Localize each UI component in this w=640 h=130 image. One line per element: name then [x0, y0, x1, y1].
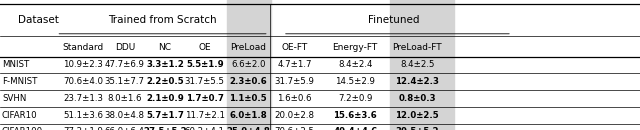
Text: 8.4±2.5: 8.4±2.5 [400, 60, 435, 69]
Text: Dataset: Dataset [18, 15, 59, 25]
Text: 7.2±0.9: 7.2±0.9 [338, 94, 372, 103]
Text: 3.3±1.2: 3.3±1.2 [146, 60, 184, 69]
Text: 14.5±2.9: 14.5±2.9 [335, 77, 375, 86]
Text: 15.6±3.6: 15.6±3.6 [333, 110, 377, 120]
Text: CIFAR10: CIFAR10 [2, 110, 38, 120]
Text: 20.0±2.8: 20.0±2.8 [275, 110, 314, 120]
Text: 4.7±1.7: 4.7±1.7 [277, 60, 312, 69]
Text: PreLoad: PreLoad [230, 43, 266, 52]
Text: OE-FT: OE-FT [281, 43, 308, 52]
Text: 23.7±1.3: 23.7±1.3 [63, 94, 103, 103]
Text: CIFAR100: CIFAR100 [2, 127, 43, 130]
Text: 49.4±4.6: 49.4±4.6 [333, 127, 378, 130]
Text: OE: OE [198, 43, 211, 52]
Text: 1.1±0.5: 1.1±0.5 [230, 94, 267, 103]
Text: 2.3±0.6: 2.3±0.6 [230, 77, 267, 86]
Text: 5.7±1.7: 5.7±1.7 [146, 110, 184, 120]
Text: Finetuned: Finetuned [369, 15, 420, 25]
Text: 1.7±0.7: 1.7±0.7 [186, 94, 224, 103]
Text: 35.1±7.7: 35.1±7.7 [105, 77, 145, 86]
Text: 2.2±0.5: 2.2±0.5 [147, 77, 184, 86]
Text: 31.7±5.5: 31.7±5.5 [185, 77, 225, 86]
Text: 8.0±1.6: 8.0±1.6 [108, 94, 142, 103]
Text: 25.9±4.8: 25.9±4.8 [227, 127, 270, 130]
Text: 31.7±5.9: 31.7±5.9 [275, 77, 314, 86]
Text: 11.7±2.1: 11.7±2.1 [185, 110, 225, 120]
Text: MNIST: MNIST [2, 60, 29, 69]
Text: 12.4±2.3: 12.4±2.3 [396, 77, 439, 86]
Text: 1.6±0.6: 1.6±0.6 [277, 94, 312, 103]
Text: 47.7±6.9: 47.7±6.9 [105, 60, 145, 69]
Text: 39.5±5.2: 39.5±5.2 [396, 127, 439, 130]
Text: 70.6±4.0: 70.6±4.0 [63, 77, 103, 86]
Text: Trained from Scratch: Trained from Scratch [108, 15, 217, 25]
Text: 5.5±1.9: 5.5±1.9 [186, 60, 223, 69]
Text: Energy-FT: Energy-FT [333, 43, 378, 52]
Text: Standard: Standard [63, 43, 104, 52]
Text: DDU: DDU [115, 43, 135, 52]
Text: 77.2±1.9: 77.2±1.9 [63, 127, 103, 130]
Text: 12.0±2.5: 12.0±2.5 [396, 110, 439, 120]
Bar [227, 0, 271, 130]
Text: 51.1±3.6: 51.1±3.6 [63, 110, 103, 120]
Text: 2.1±0.9: 2.1±0.9 [147, 94, 184, 103]
Bar [390, 0, 454, 130]
Text: 6.6±2.0: 6.6±2.0 [231, 60, 266, 69]
Text: 27.5±5.2: 27.5±5.2 [143, 127, 187, 130]
Text: 70.6±2.5: 70.6±2.5 [275, 127, 314, 130]
Text: 6.0±1.8: 6.0±1.8 [230, 110, 267, 120]
Text: F-MNIST: F-MNIST [2, 77, 37, 86]
Text: PreLoad-FT: PreLoad-FT [392, 43, 442, 52]
Text: SVHN: SVHN [2, 94, 26, 103]
Text: 8.4±2.4: 8.4±2.4 [338, 60, 372, 69]
Text: 0.8±0.3: 0.8±0.3 [399, 94, 436, 103]
Text: 66.0±6.4: 66.0±6.4 [105, 127, 145, 130]
Text: 38.0±4.8: 38.0±4.8 [105, 110, 145, 120]
Text: 10.9±2.3: 10.9±2.3 [63, 60, 103, 69]
Text: NC: NC [159, 43, 172, 52]
Text: 60.2±4.1: 60.2±4.1 [185, 127, 225, 130]
